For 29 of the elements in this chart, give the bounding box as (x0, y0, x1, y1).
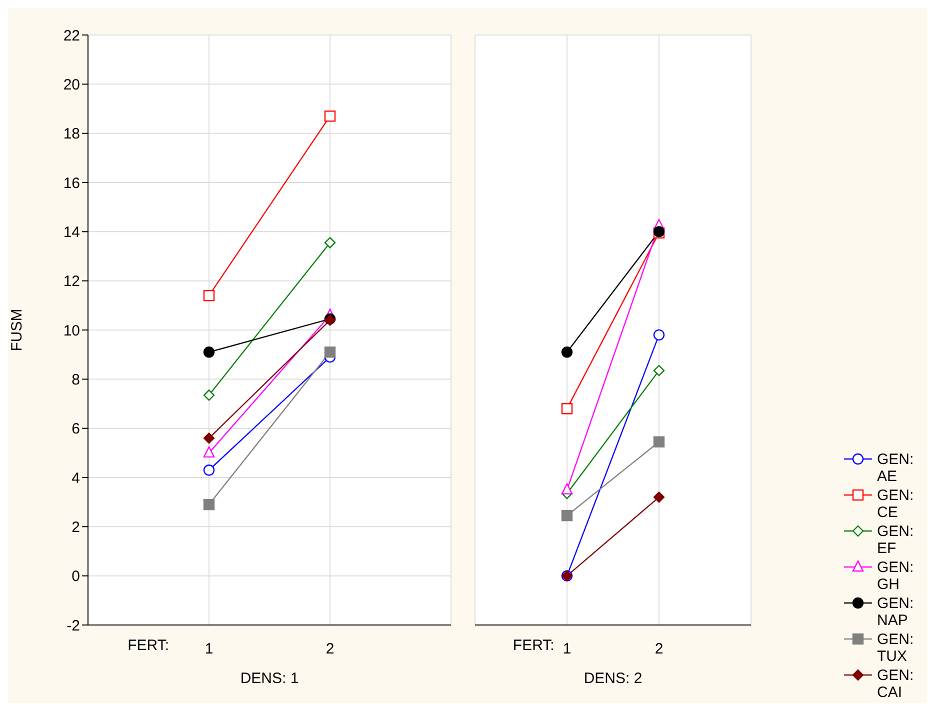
legend-label: GEN: NAP (877, 595, 915, 629)
text: FERT: (126, 637, 169, 654)
legend-label: GEN: CAI (877, 667, 915, 701)
legend-label: GEN: GH (877, 559, 915, 593)
legend-label: GEN: TUX (877, 631, 915, 665)
x-tick-label: 1 (562, 640, 572, 658)
y-tick-label: 4 (72, 470, 80, 487)
x-tick-label: 2 (654, 640, 664, 658)
y-axis-title: FUSM (8, 308, 26, 352)
x-tick-label: 2 (326, 640, 334, 658)
x-axis-title: DENS: 1 (240, 670, 299, 687)
legend-label: GEN: EF (877, 523, 915, 557)
text: FERT: (512, 637, 554, 654)
y-tick-label: -2 (66, 617, 80, 634)
y-tick-label: 8 (72, 371, 80, 388)
y-tick-label: 20 (63, 76, 80, 94)
y-tick-label: 14 (63, 224, 80, 241)
legend-label: GEN: AE (877, 451, 915, 485)
y-tick-label: 0 (72, 568, 80, 586)
y-tick-label: 6 (72, 420, 80, 438)
x-tick-label: 1 (204, 640, 214, 658)
y-tick-label: 18 (63, 126, 80, 143)
y-tick-label: 16 (63, 174, 80, 192)
y-tick-label: 10 (63, 322, 80, 340)
y-tick-label: 2 (72, 518, 80, 536)
y-tick-label: 12 (63, 273, 80, 290)
x-axis-title: DENS: 2 (584, 670, 642, 687)
legend-label: GEN: CE (877, 487, 915, 521)
y-tick-label: 22 (63, 27, 80, 44)
